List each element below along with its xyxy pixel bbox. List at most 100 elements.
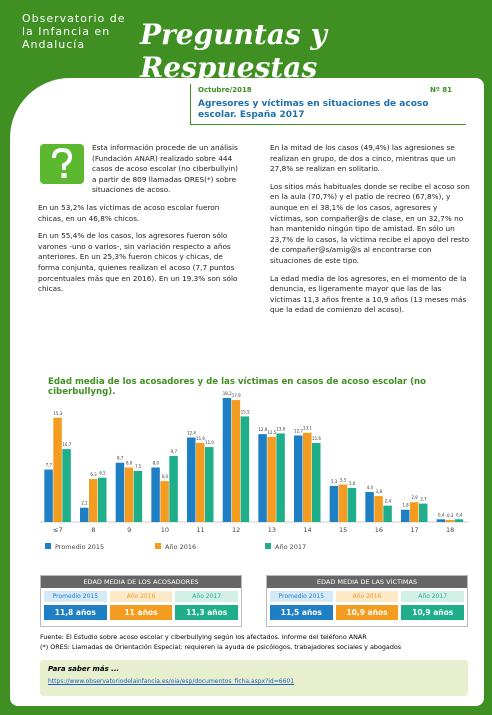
bar [347, 487, 357, 522]
bar [294, 435, 303, 522]
bar [401, 509, 410, 522]
x-tick-label: ≤7 [53, 526, 63, 534]
x-tick-label: 18 [446, 526, 454, 534]
text-column: En la mitad de los casos (49,4%) las agr… [270, 143, 470, 323]
issue-box [190, 84, 466, 125]
value-label: 7,5 [135, 464, 142, 469]
value-label: 3,8 [376, 489, 383, 494]
bar [169, 455, 178, 522]
footer: Fuente: El Estudio sobre acoso escolar y… [40, 632, 470, 652]
bar [276, 433, 285, 522]
issue-title: Agresores y víctimas en situaciones de a… [198, 99, 429, 120]
value-label: 0,3 [447, 513, 454, 518]
note: (*) ORES: Llamadas de Orientación Especi… [40, 643, 402, 651]
bar [383, 505, 392, 522]
x-tick-label: 17 [410, 526, 418, 534]
value-label: 9,7 [171, 449, 178, 454]
bar [445, 519, 455, 522]
summary-label: Promedio 2015 [44, 591, 107, 602]
paragraph: En un 55,4% de los casos, los agresores … [38, 231, 238, 294]
value-label: 18,2 [223, 391, 232, 396]
summary-title: EDAD MEDIA DE LOS ACOSADORES [41, 576, 241, 588]
bar [196, 442, 205, 522]
more-box: Para saber más ... https://www.observato… [40, 660, 468, 696]
value-label: 10,7 [62, 442, 71, 447]
value-label: 13,1 [303, 426, 312, 431]
bar [133, 470, 143, 522]
header-title: Preguntas y Respuestas [140, 18, 327, 84]
x-tick-label: 14 [303, 526, 311, 534]
bar [222, 398, 232, 522]
issue-date: Octubre/2018 [198, 86, 252, 94]
x-tick-label: 11 [196, 526, 204, 534]
more-link[interactable]: https://www.observatoriodelainfancia.es/… [48, 678, 295, 685]
summary-label: Año 2017 [175, 591, 239, 602]
value-label: 2,4 [385, 499, 392, 504]
bar [98, 477, 107, 522]
summary-label: Año 2017 [401, 591, 465, 602]
x-tick-label: 15 [339, 526, 347, 534]
value-label: 5,3 [331, 479, 338, 484]
summary-box: EDAD MEDIA DE LAS VÍCTIMAS Promedio 2015 A… [266, 575, 468, 627]
bar [124, 467, 134, 522]
bar [410, 502, 419, 522]
value-label: 11,6 [312, 436, 321, 441]
value-label: 6,0 [162, 474, 169, 479]
value-label: 2,9 [411, 495, 418, 500]
bar [338, 484, 348, 522]
question-icon [40, 144, 84, 184]
value-label: 8,7 [117, 456, 124, 461]
paragraph: Los sitios más habituales donde se recib… [270, 181, 470, 265]
value-label: 5,0 [349, 481, 356, 486]
legend-swatch [155, 543, 161, 549]
summary-value: 11,3 años [175, 605, 239, 620]
value-label: 11,6 [196, 436, 205, 441]
bar [151, 467, 160, 522]
bar [258, 434, 267, 522]
x-tick-label: 8 [91, 526, 95, 534]
summary-label: Promedio 2015 [270, 591, 333, 602]
legend-swatch [45, 543, 51, 549]
summary-title: EDAD MEDIA DE LAS VÍCTIMAS [267, 576, 467, 588]
value-label: 5,5 [340, 478, 347, 483]
value-label: 4,4 [367, 485, 374, 490]
x-tick-label: 12 [232, 526, 240, 534]
value-label: 6,5 [99, 471, 106, 476]
value-label: 8,0 [153, 460, 160, 465]
bar [365, 492, 374, 522]
value-label: 6,3 [90, 472, 97, 477]
paragraph: Esta información procede de un análisis … [92, 143, 238, 195]
paragraph: La edad media de los agresores, en el mo… [270, 273, 467, 315]
bar [312, 442, 321, 522]
value-label: 12,4 [187, 431, 196, 436]
paragraph: En un 53,2% las víctimas de acoso escola… [38, 202, 220, 223]
text-column: Esta información procede de un análisis … [38, 143, 238, 302]
value-label: 12,9 [258, 427, 267, 432]
value-label: 15,5 [241, 409, 250, 414]
bar [115, 462, 125, 522]
issue-number: Nº 81 [430, 86, 452, 94]
bar [80, 507, 89, 522]
bar [240, 416, 250, 522]
value-label: 2,1 [81, 501, 88, 506]
label-row: Promedio 2015 Año 2016 Año 2017 [41, 588, 241, 602]
bar [329, 485, 339, 522]
value-label: 15,3 [53, 411, 62, 416]
summary-value: 11,5 años [270, 605, 333, 620]
value-label: 7,7 [46, 463, 53, 468]
chart: ≤77,715,310,782,16,3 6,598,78,07,5108,06,… [40, 391, 468, 551]
bar [454, 519, 464, 522]
value-label: 8,0 [126, 460, 133, 465]
source: Fuente: El Estudio sobre acoso escolar y… [40, 633, 367, 641]
value-label: 12,7 [294, 428, 303, 433]
summary-value: 10,9 años [401, 605, 465, 620]
summary-value: 11,8 años [44, 605, 107, 620]
bar [267, 436, 276, 522]
bar [231, 400, 241, 522]
bar [187, 437, 196, 522]
bar [374, 496, 383, 522]
bar [44, 469, 53, 522]
summary-label: Año 2016 [109, 591, 173, 602]
x-tick-label: 10 [161, 526, 169, 534]
